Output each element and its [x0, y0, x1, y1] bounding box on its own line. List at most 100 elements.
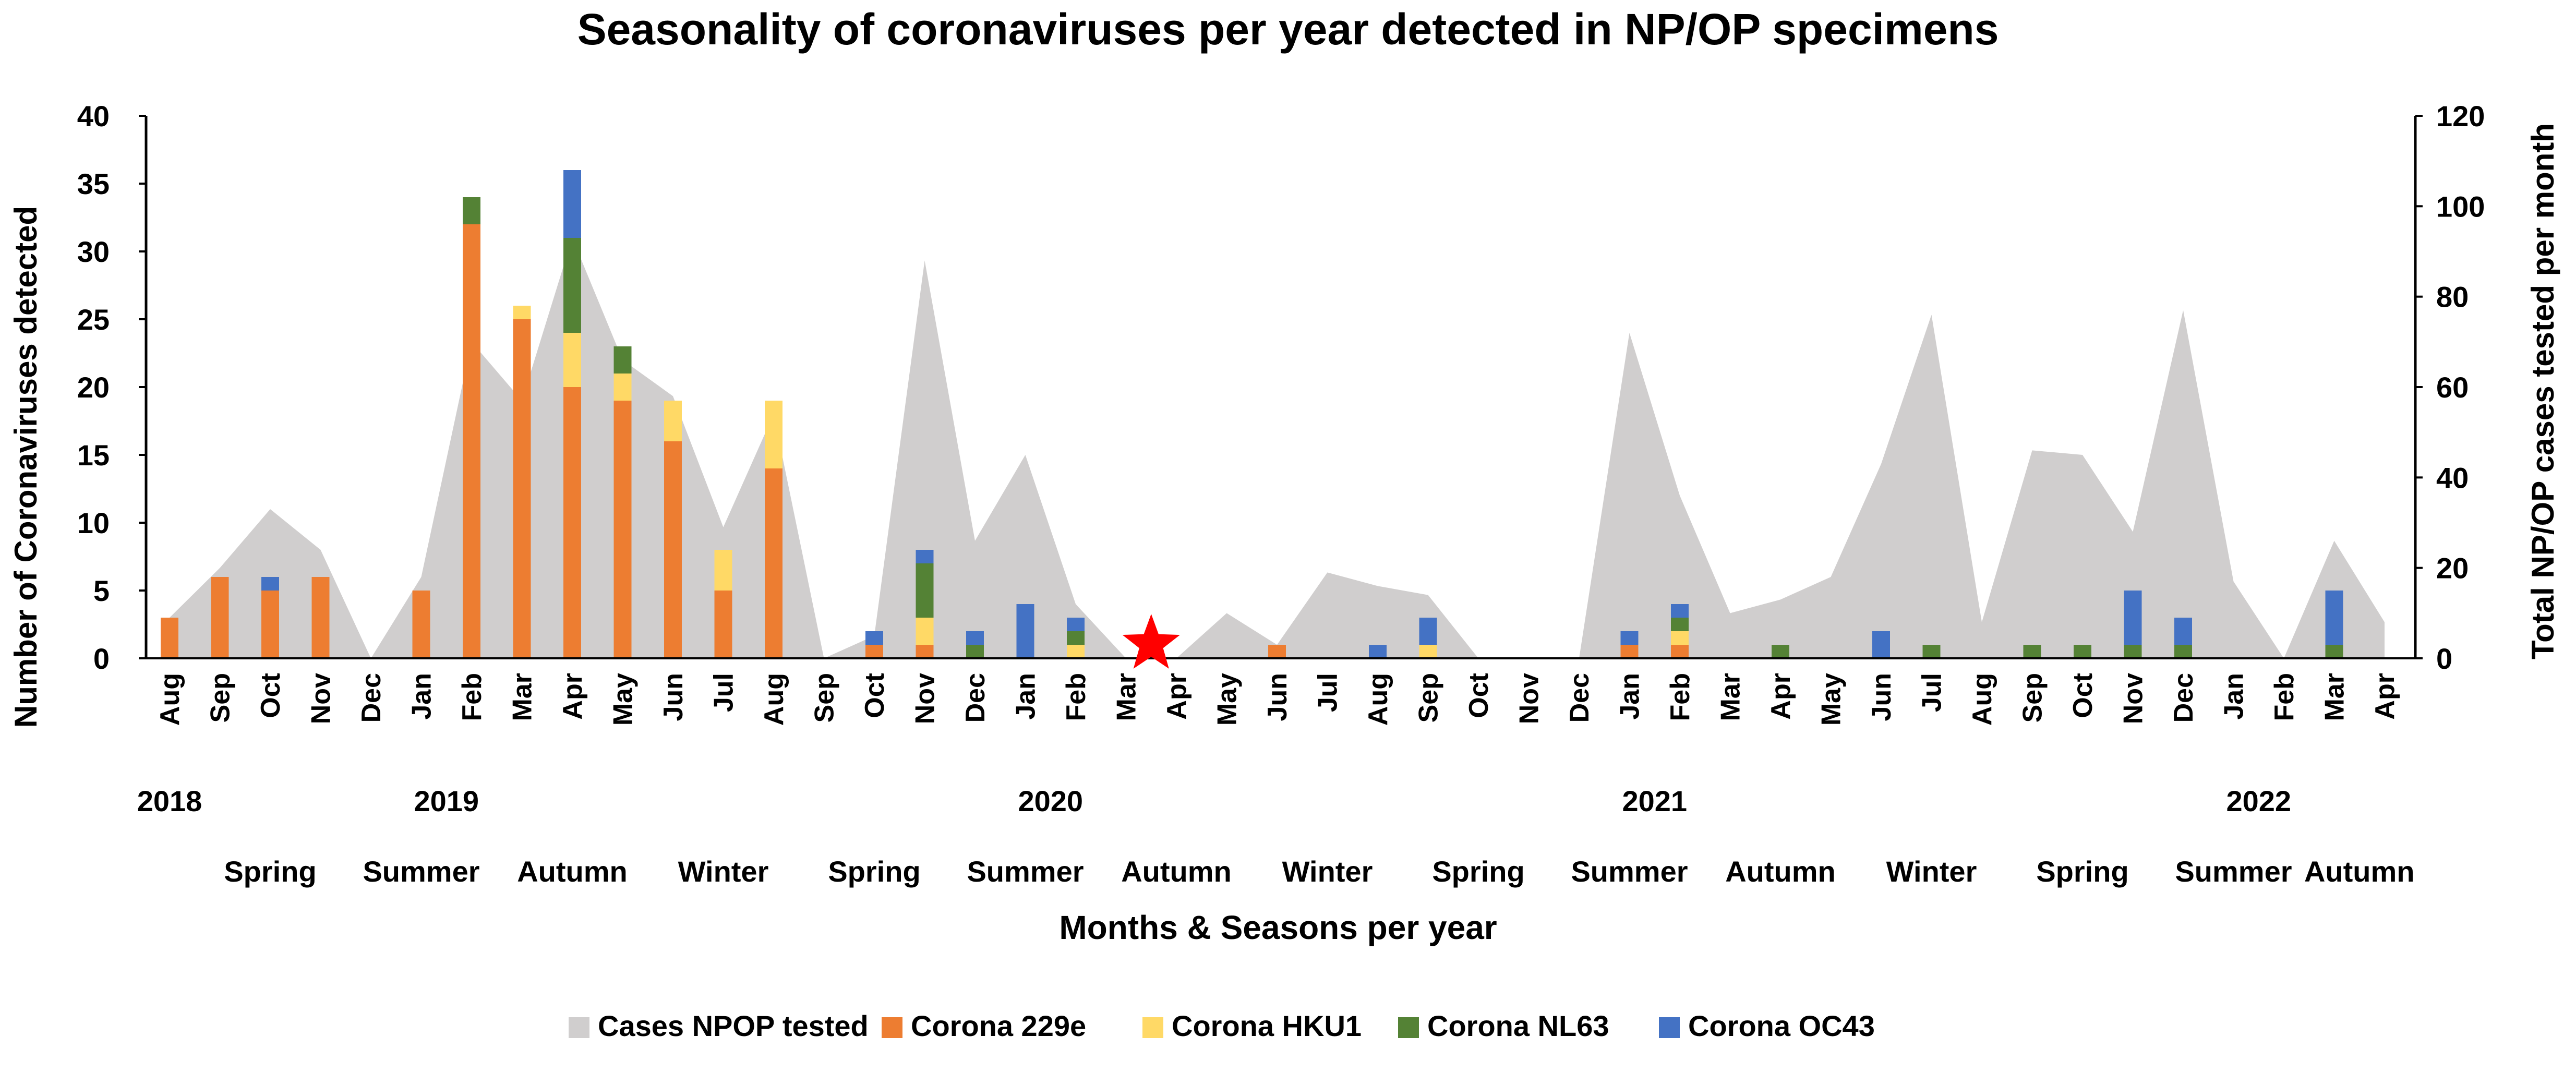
bar-corona-nl63-38 — [2074, 645, 2091, 658]
bar-corona-229e-22 — [1268, 645, 1286, 658]
legend-swatch — [1398, 1017, 1419, 1038]
bar-corona-oc43-30 — [1671, 604, 1689, 618]
bar-corona-hku1-11 — [714, 550, 732, 591]
y-tick-label: 20 — [77, 371, 110, 404]
x-tick-label: Dec — [356, 673, 387, 722]
y-tick-label: 0 — [93, 642, 110, 675]
bar-corona-nl63-15 — [916, 563, 934, 618]
y-tick-label: 10 — [77, 507, 110, 539]
y-tick-label: 35 — [77, 167, 110, 200]
x-tick-label: May — [608, 673, 639, 726]
bar-corona-hku1-7 — [513, 306, 531, 319]
bar-corona-229e-29 — [1620, 645, 1639, 658]
bar-corona-oc43-17 — [1016, 604, 1034, 658]
area-layer — [170, 238, 2385, 658]
bar-corona-oc43-18 — [1067, 618, 1085, 631]
bar-corona-nl63-39 — [2124, 645, 2142, 658]
legend-swatch — [1659, 1017, 1680, 1038]
season-label: Summer — [363, 855, 479, 888]
x-tick-label: Apr — [558, 673, 588, 720]
y2-tick-label: 20 — [2436, 552, 2469, 585]
x-tick-label: Mar — [2320, 673, 2350, 721]
year-label: 2022 — [2226, 785, 2291, 817]
x-tick-label: Jul — [1917, 673, 1947, 712]
bar-corona-oc43-25 — [1419, 618, 1437, 645]
x-tick-label: Nov — [2118, 673, 2149, 724]
bar-corona-nl63-37 — [2023, 645, 2041, 658]
x-tick-label: Sep — [206, 673, 236, 722]
x-tick-label: Oct — [256, 673, 286, 718]
legend-label: Corona OC43 — [1688, 1009, 1875, 1042]
x-tick-label: Sep — [2018, 673, 2048, 722]
x-tick-label: Dec — [960, 673, 991, 722]
bar-corona-oc43-15 — [916, 550, 934, 563]
bar-corona-oc43-14 — [865, 631, 883, 645]
x-tick-label: Feb — [457, 673, 487, 721]
x-tick-label: Sep — [810, 673, 840, 722]
x-tick-label: Apr — [1766, 673, 1796, 720]
bar-corona-oc43-8 — [563, 170, 581, 238]
legend-label: Corona NL63 — [1427, 1009, 1609, 1042]
bar-corona-hku1-9 — [613, 374, 632, 401]
y-tick-label: 5 — [93, 574, 110, 607]
bar-corona-hku1-25 — [1419, 645, 1437, 658]
bar-corona-229e-8 — [563, 387, 581, 658]
season-label: Summer — [2175, 855, 2292, 888]
x-tick-label: Nov — [306, 673, 336, 724]
bar-corona-nl63-30 — [1671, 618, 1689, 631]
y-axis-label: Number of Coronaviruses detected — [8, 206, 43, 728]
y2-tick-label: 80 — [2436, 281, 2469, 314]
axis-layer: 0 5 10 15 20 25 30 35 40 0 20 40 60 80 100 120 — [77, 100, 2485, 675]
x-tick-label: Oct — [2068, 673, 2098, 718]
bar-corona-hku1-15 — [916, 618, 934, 645]
x-tick-label: Dec — [2169, 673, 2199, 722]
chart-title: Seasonality of coronaviruses per year de… — [577, 5, 1999, 54]
season-label: Winter — [678, 855, 769, 888]
bar-corona-oc43-39 — [2124, 591, 2142, 645]
bar-corona-229e-2 — [261, 591, 279, 658]
bar-corona-oc43-24 — [1369, 645, 1387, 658]
star-marker-icon — [1122, 614, 1180, 669]
bar-corona-229e-14 — [865, 645, 883, 658]
bar-corona-229e-11 — [714, 591, 732, 658]
bar-corona-nl63-35 — [1922, 645, 1941, 658]
bar-corona-229e-7 — [513, 319, 531, 658]
x-tick-label: Aug — [759, 673, 789, 726]
x-tick-label: Feb — [2269, 673, 2300, 721]
x-tick-label: Mar — [508, 673, 538, 721]
legend-label: Corona 229e — [911, 1009, 1086, 1042]
bar-corona-oc43-29 — [1620, 631, 1639, 645]
season-label: Autumn — [2304, 855, 2415, 888]
x-tick-label: Jun — [658, 673, 689, 721]
season-label: Spring — [1432, 855, 1524, 888]
season-label: Winter — [1282, 855, 1373, 888]
x-tick-label: Jan — [1011, 673, 1041, 720]
y2-tick-label: 120 — [2436, 100, 2485, 133]
x-tick-label: Jan — [2219, 673, 2249, 720]
bar-corona-nl63-16 — [966, 645, 984, 658]
bar-corona-nl63-43 — [2325, 645, 2343, 658]
season-label: Summer — [967, 855, 1084, 888]
legend: Cases NPOP tested Corona 229e Corona HKU1 C… — [569, 1009, 1875, 1042]
x-tick-label: Mar — [1716, 673, 1746, 721]
y2-tick-label: 40 — [2436, 461, 2469, 494]
legend-label: Cases NPOP tested — [598, 1009, 869, 1042]
season-label: Summer — [1571, 855, 1688, 888]
x-tick-label: Feb — [1061, 673, 1091, 721]
x-tick-label: Mar — [1112, 673, 1142, 721]
bar-corona-229e-9 — [613, 401, 632, 658]
bar-corona-oc43-34 — [1872, 631, 1890, 658]
season-label: Spring — [2036, 855, 2128, 888]
y2-tick-label: 60 — [2436, 371, 2469, 404]
bar-corona-229e-10 — [664, 441, 682, 658]
bar-corona-229e-3 — [311, 577, 330, 658]
x-tick-label: Jun — [1867, 673, 1897, 721]
x-tick-label: Nov — [910, 673, 941, 724]
bar-corona-oc43-40 — [2174, 618, 2192, 645]
bar-corona-hku1-8 — [563, 333, 581, 387]
x-tick-label: Aug — [155, 673, 185, 726]
bar-corona-229e-6 — [463, 224, 480, 658]
y-tick-label: 25 — [77, 303, 110, 336]
x-tick-label: Aug — [1363, 673, 1393, 726]
x-tick-label: Jul — [1313, 673, 1343, 712]
